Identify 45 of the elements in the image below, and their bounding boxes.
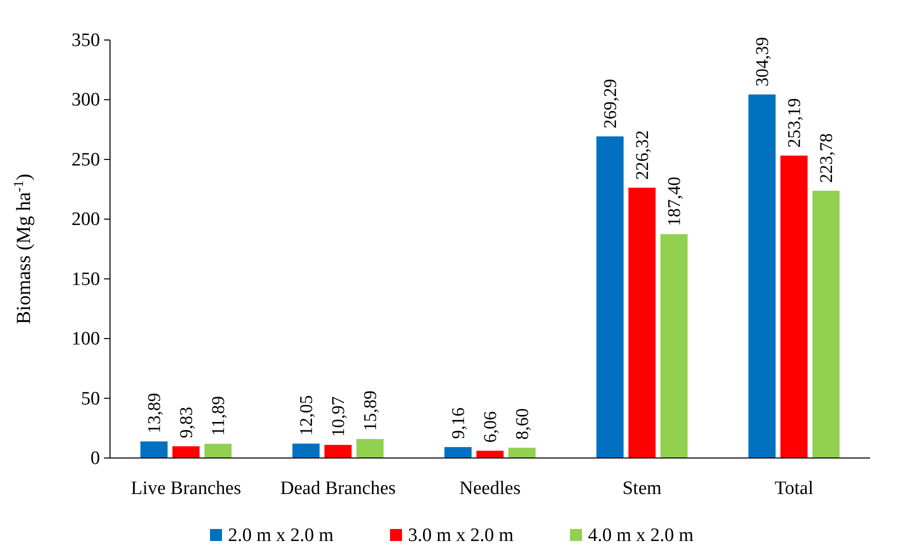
data-label: 10,97 (328, 396, 348, 437)
bar (172, 446, 200, 458)
legend-label: 2.0 m x 2.0 m (228, 525, 334, 546)
data-label: 12,05 (296, 395, 316, 436)
bar (444, 447, 472, 458)
bar (628, 188, 656, 458)
bar (780, 156, 808, 458)
data-label: 15,89 (360, 390, 380, 432)
y-tick-label: 350 (72, 30, 100, 51)
x-tick-label: Live Branches (130, 478, 242, 499)
y-tick-label: 100 (72, 328, 100, 350)
data-label: 223,78 (816, 133, 836, 183)
bar (324, 444, 352, 458)
data-label: 8,60 (512, 408, 532, 440)
x-tick-label: Total (774, 478, 814, 499)
bar (204, 444, 232, 458)
y-tick-label: 0 (90, 448, 100, 469)
y-tick-label: 150 (72, 268, 100, 290)
data-label: 226,32 (632, 130, 652, 180)
legend-label: 4.0 m x 2.0 m (588, 525, 694, 546)
bar (812, 190, 840, 458)
bar (660, 234, 688, 458)
legend-label: 3.0 m x 2.0 m (408, 525, 514, 546)
bar (748, 94, 776, 458)
x-tick-label: Dead Branches (280, 478, 396, 499)
data-label: 6,06 (480, 411, 500, 443)
data-label: 269,29 (600, 78, 620, 128)
y-tick-label: 50 (81, 388, 100, 410)
bar (508, 448, 536, 458)
x-tick-label: Stem (622, 478, 662, 499)
data-label: 187,40 (664, 176, 684, 226)
bar (140, 441, 168, 458)
bar (292, 444, 320, 458)
bar (356, 439, 384, 458)
y-tick-label: 200 (72, 209, 100, 230)
data-label: 253,19 (784, 98, 804, 148)
bar (596, 136, 624, 458)
data-label: 13,89 (144, 392, 164, 434)
data-label: 304,39 (752, 36, 772, 86)
y-tick-label: 300 (72, 90, 100, 111)
x-tick-label: Needles (459, 478, 521, 499)
data-label: 9,16 (448, 408, 468, 440)
y-tick-label: 250 (72, 149, 100, 170)
data-label: 9,83 (176, 406, 196, 438)
data-label: 11,89 (208, 396, 228, 436)
